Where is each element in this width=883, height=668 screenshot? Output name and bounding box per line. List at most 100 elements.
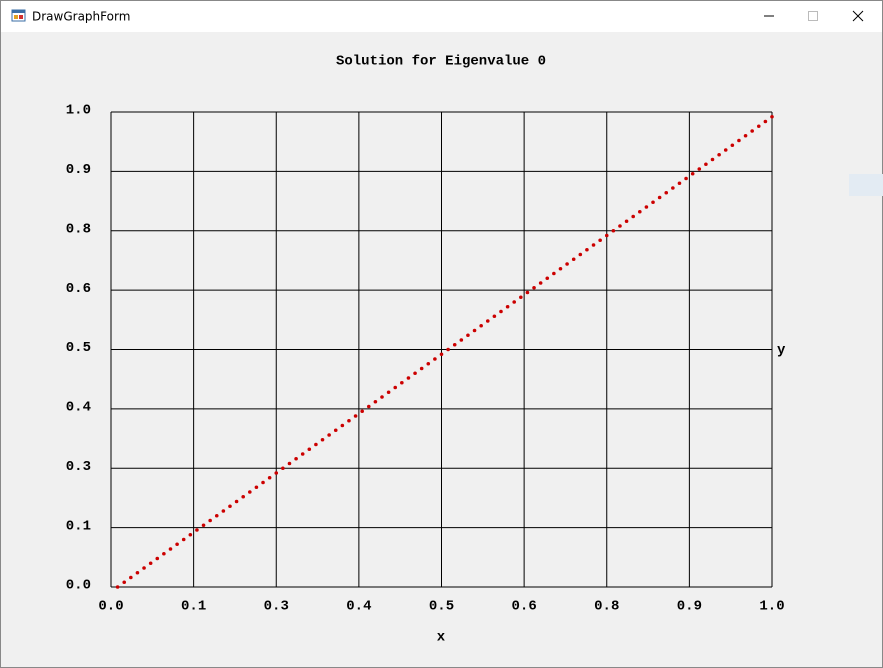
- data-point: [472, 328, 477, 333]
- data-point: [228, 504, 232, 509]
- data-point: [525, 290, 530, 295]
- data-point: [591, 243, 596, 247]
- y-tick-label: 0.0: [66, 578, 91, 594]
- x-tick-label: 0.0: [98, 599, 123, 615]
- data-point: [208, 518, 212, 523]
- data-point: [234, 499, 239, 504]
- data-point: [684, 176, 688, 181]
- data-point: [717, 152, 721, 157]
- data-point: [512, 300, 517, 304]
- data-point: [115, 585, 120, 589]
- data-point: [386, 390, 391, 395]
- data-point: [585, 247, 589, 252]
- data-point: [122, 580, 127, 585]
- data-point: [148, 561, 153, 566]
- chart-title: Solution for Eigenvalue 0: [336, 54, 546, 70]
- data-point: [644, 205, 649, 209]
- data-point: [400, 380, 404, 385]
- data-point: [479, 323, 483, 328]
- data-point: [446, 347, 450, 352]
- data-point: [604, 233, 609, 238]
- y-tick-label: 0.1: [66, 518, 91, 534]
- data-point: [770, 114, 774, 119]
- x-axis-label: x: [437, 630, 446, 646]
- data-point: [366, 404, 371, 409]
- y-tick-label: 0.4: [66, 400, 91, 416]
- y-tick-label: 0.8: [66, 221, 91, 237]
- data-point: [281, 466, 285, 471]
- side-tab: [849, 174, 883, 196]
- data-point: [631, 214, 635, 219]
- data-point: [704, 162, 708, 167]
- data-point: [624, 219, 629, 224]
- data-point: [340, 423, 345, 428]
- data-point: [756, 124, 761, 129]
- data-point: [433, 357, 437, 361]
- data-point: [750, 129, 754, 133]
- data-point: [459, 338, 464, 342]
- y-tick-label: 0.3: [66, 459, 91, 475]
- data-point: [664, 190, 669, 195]
- maximize-button[interactable]: [808, 11, 818, 21]
- data-point: [300, 452, 305, 456]
- data-point: [710, 157, 715, 162]
- data-point: [188, 532, 193, 537]
- data-point: [327, 433, 331, 437]
- data-point: [677, 181, 682, 186]
- data-point: [690, 171, 695, 176]
- data-point: [254, 485, 259, 490]
- data-point: [175, 542, 179, 547]
- data-point: [307, 447, 312, 452]
- x-tick-label: 1.0: [759, 599, 784, 615]
- x-tick-label: 0.6: [512, 599, 537, 615]
- data-point: [545, 276, 550, 281]
- data-point: [241, 494, 245, 499]
- data-point: [499, 309, 503, 314]
- x-tick-label: 0.3: [264, 599, 289, 615]
- data-point: [657, 195, 662, 200]
- data-point: [492, 314, 497, 319]
- app-icon: [11, 9, 26, 22]
- data-point: [611, 228, 616, 233]
- data-point: [155, 556, 160, 561]
- y-tick-label: 0.9: [66, 162, 91, 178]
- close-button[interactable]: [852, 10, 864, 22]
- data-point: [393, 385, 398, 390]
- data-point: [181, 537, 186, 542]
- window-title: DrawGraphForm: [32, 10, 130, 24]
- y-tick-label: 0.5: [66, 340, 91, 356]
- data-point: [578, 252, 583, 257]
- data-point: [214, 513, 219, 518]
- data-point: [532, 285, 536, 290]
- data-point: [314, 442, 318, 447]
- x-tick-label: 0.9: [677, 599, 702, 615]
- data-point: [287, 461, 292, 466]
- x-tick-label: 0.5: [429, 599, 454, 615]
- data-point: [618, 224, 622, 228]
- data-point: [565, 262, 569, 266]
- data-point: [353, 414, 358, 418]
- x-tick-label: 0.8: [594, 599, 619, 615]
- data-point: [538, 281, 543, 285]
- data-point: [129, 575, 133, 580]
- data-point: [671, 186, 675, 190]
- data-point: [248, 490, 252, 494]
- data-point: [466, 333, 470, 338]
- y-tick-label: 1.0: [66, 103, 91, 119]
- data-point: [380, 395, 384, 399]
- data-point: [452, 342, 457, 347]
- data-point: [651, 200, 655, 205]
- title-bar: [1, 1, 882, 32]
- data-point: [413, 371, 417, 376]
- data-point: [360, 409, 364, 414]
- data-point: [347, 418, 351, 423]
- data-point: [737, 138, 741, 143]
- data-point: [439, 352, 444, 357]
- data-point: [373, 399, 378, 404]
- data-point: [419, 366, 424, 371]
- data-point: [598, 238, 602, 243]
- data-point: [168, 547, 173, 551]
- data-point: [743, 133, 748, 138]
